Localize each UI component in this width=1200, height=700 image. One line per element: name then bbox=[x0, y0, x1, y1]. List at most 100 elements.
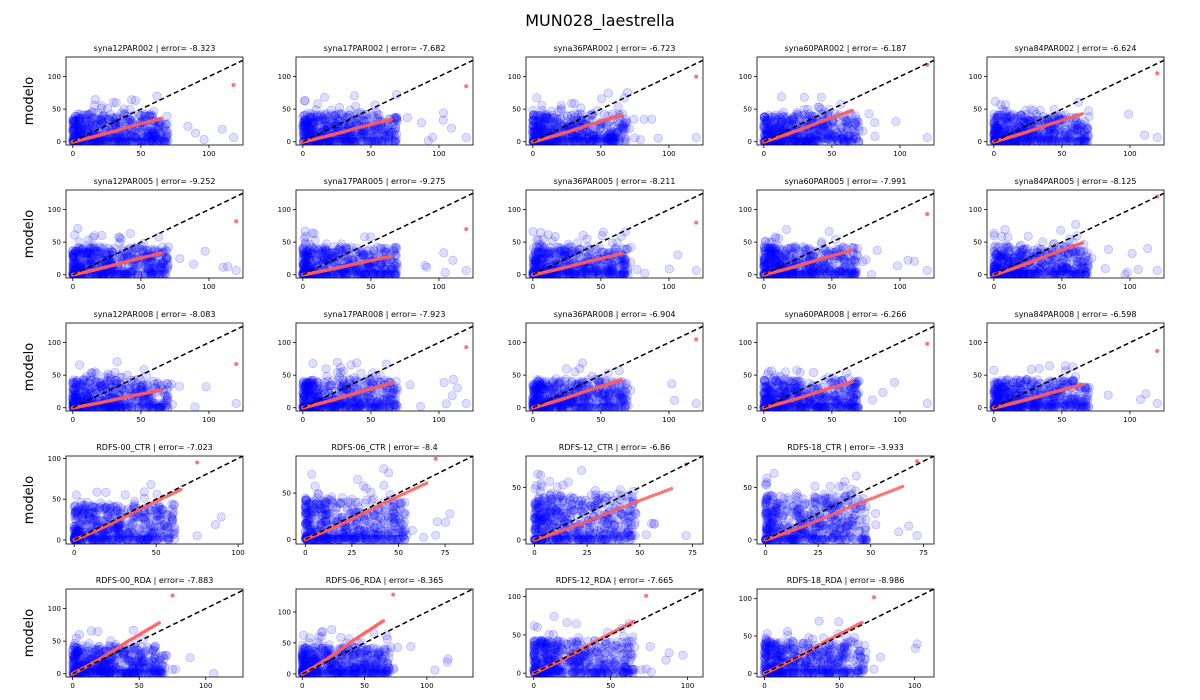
observed-point bbox=[533, 116, 543, 126]
observed-point bbox=[778, 107, 788, 117]
observed-point bbox=[585, 131, 595, 141]
x-tick-label: 0 bbox=[531, 283, 535, 291]
observed-point bbox=[555, 114, 565, 124]
observed-point bbox=[538, 109, 548, 119]
observed-point bbox=[528, 115, 538, 125]
observed-point bbox=[588, 134, 598, 144]
observed-point bbox=[108, 97, 118, 107]
observed-point bbox=[584, 137, 594, 145]
observed-point bbox=[345, 137, 355, 145]
observed-point bbox=[69, 119, 79, 129]
observed-point bbox=[798, 132, 808, 142]
observed-point bbox=[341, 113, 351, 123]
observed-point bbox=[115, 132, 125, 142]
observed-point bbox=[333, 115, 343, 125]
observed-point bbox=[785, 117, 795, 127]
observed-point bbox=[68, 126, 78, 136]
observed-point bbox=[775, 123, 785, 133]
observed-point bbox=[145, 122, 155, 132]
x-tick-label: 100 bbox=[202, 150, 215, 158]
observed-point bbox=[592, 135, 602, 145]
observed-point bbox=[762, 113, 772, 123]
observed-point bbox=[319, 114, 329, 124]
observed-point bbox=[839, 132, 849, 142]
observed-point bbox=[109, 137, 119, 145]
observed-point bbox=[300, 130, 310, 140]
observed-point bbox=[86, 243, 96, 253]
observed-point bbox=[552, 137, 562, 145]
observed-point bbox=[136, 137, 145, 145]
observed-point bbox=[299, 261, 309, 271]
observed-point bbox=[567, 246, 577, 256]
observed-point bbox=[311, 254, 321, 264]
observed-point bbox=[153, 124, 163, 134]
observed-point bbox=[776, 113, 786, 123]
observed-point bbox=[826, 137, 836, 145]
observed-point bbox=[388, 120, 398, 130]
observed-point bbox=[309, 118, 319, 128]
observed-point bbox=[528, 131, 538, 141]
observed-point bbox=[71, 122, 81, 132]
observed-point bbox=[577, 130, 587, 140]
observed-point bbox=[191, 128, 201, 138]
observed-point bbox=[556, 105, 566, 115]
observed-point bbox=[383, 137, 393, 145]
observed-point bbox=[780, 137, 790, 145]
observed-point bbox=[823, 120, 833, 130]
observed-point bbox=[96, 114, 106, 124]
observed-point bbox=[135, 137, 145, 145]
observed-point bbox=[71, 112, 81, 122]
observed-point bbox=[137, 128, 147, 138]
observed-point bbox=[328, 137, 338, 145]
observed-point bbox=[341, 137, 351, 145]
observed-point bbox=[848, 124, 858, 134]
observed-point bbox=[125, 115, 135, 125]
observed-point bbox=[153, 125, 163, 135]
observed-point bbox=[299, 122, 309, 132]
observed-point bbox=[148, 127, 158, 137]
observed-point bbox=[118, 137, 128, 145]
observed-point bbox=[823, 131, 833, 141]
observed-point bbox=[351, 113, 361, 123]
observed-point bbox=[770, 117, 780, 127]
observed-point bbox=[543, 121, 553, 131]
observed-point bbox=[301, 116, 311, 126]
observed-point bbox=[592, 131, 602, 141]
y-tick-label: 0 bbox=[517, 271, 521, 279]
observed-point bbox=[587, 110, 597, 120]
observed-point bbox=[639, 114, 649, 124]
observed-point bbox=[817, 134, 827, 144]
observed-point bbox=[570, 109, 580, 119]
observed-point bbox=[422, 262, 432, 272]
observed-point bbox=[149, 137, 158, 145]
observed-point bbox=[854, 122, 864, 132]
observed-point bbox=[762, 129, 772, 139]
observed-point bbox=[530, 122, 540, 132]
observed-point bbox=[140, 110, 150, 120]
observed-point bbox=[558, 136, 568, 145]
observed-point bbox=[300, 114, 310, 124]
observed-point bbox=[99, 112, 109, 122]
observed-point bbox=[82, 110, 92, 120]
observed-point bbox=[804, 137, 814, 145]
observed-point bbox=[549, 117, 559, 127]
observed-point bbox=[573, 238, 583, 248]
observed-point bbox=[792, 137, 802, 145]
observed-point bbox=[775, 119, 785, 129]
observed-point bbox=[74, 129, 84, 139]
observed-point bbox=[831, 124, 841, 134]
observed-point bbox=[159, 137, 169, 145]
y-tick-label: 100 bbox=[969, 73, 982, 81]
observed-point bbox=[838, 128, 848, 138]
observed-point bbox=[78, 125, 88, 135]
observed-point bbox=[673, 250, 683, 260]
observed-point bbox=[310, 124, 320, 134]
observed-point bbox=[416, 118, 426, 128]
observed-point bbox=[70, 123, 80, 133]
observed-point bbox=[807, 131, 817, 141]
observed-point bbox=[836, 122, 846, 132]
observed-point bbox=[136, 132, 146, 142]
observed-point bbox=[390, 131, 400, 141]
